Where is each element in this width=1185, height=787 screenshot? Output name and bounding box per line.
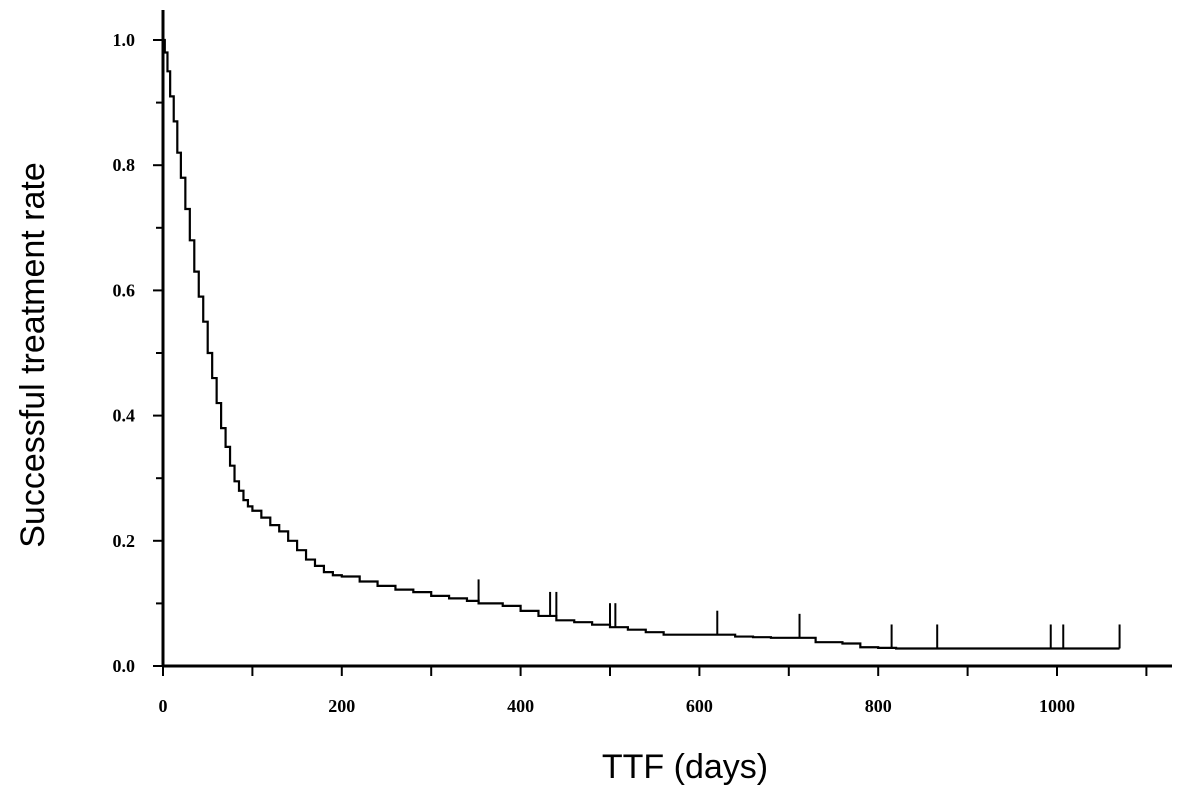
x-tick-label: 400 (507, 696, 534, 716)
series-group (163, 38, 1120, 650)
y-tick-label: 0.0 (113, 656, 136, 676)
y-tick-label: 0.8 (113, 155, 136, 175)
y-tick-label: 0.6 (113, 280, 136, 300)
x-tick-label: 200 (328, 696, 355, 716)
x-tick-label: 800 (865, 696, 892, 716)
x-tick-label: 1000 (1039, 696, 1075, 716)
y-axis: 0.0 0.2 0.4 0.6 0.8 1.0 (113, 10, 165, 676)
x-axis-title: TTF (days) (602, 748, 768, 786)
censor-marks (477, 579, 1121, 649)
y-axis-title: Successful treatment rate (14, 162, 52, 548)
survival-curve (163, 38, 1120, 650)
x-tick-label: 600 (686, 696, 713, 716)
y-tick-label: 0.4 (113, 406, 136, 426)
x-axis: 0 200 400 600 800 1000 (159, 664, 1172, 716)
x-tick-label: 0 (159, 696, 168, 716)
y-tick-label: 0.2 (113, 531, 136, 551)
y-tick-label: 1.0 (113, 30, 136, 50)
